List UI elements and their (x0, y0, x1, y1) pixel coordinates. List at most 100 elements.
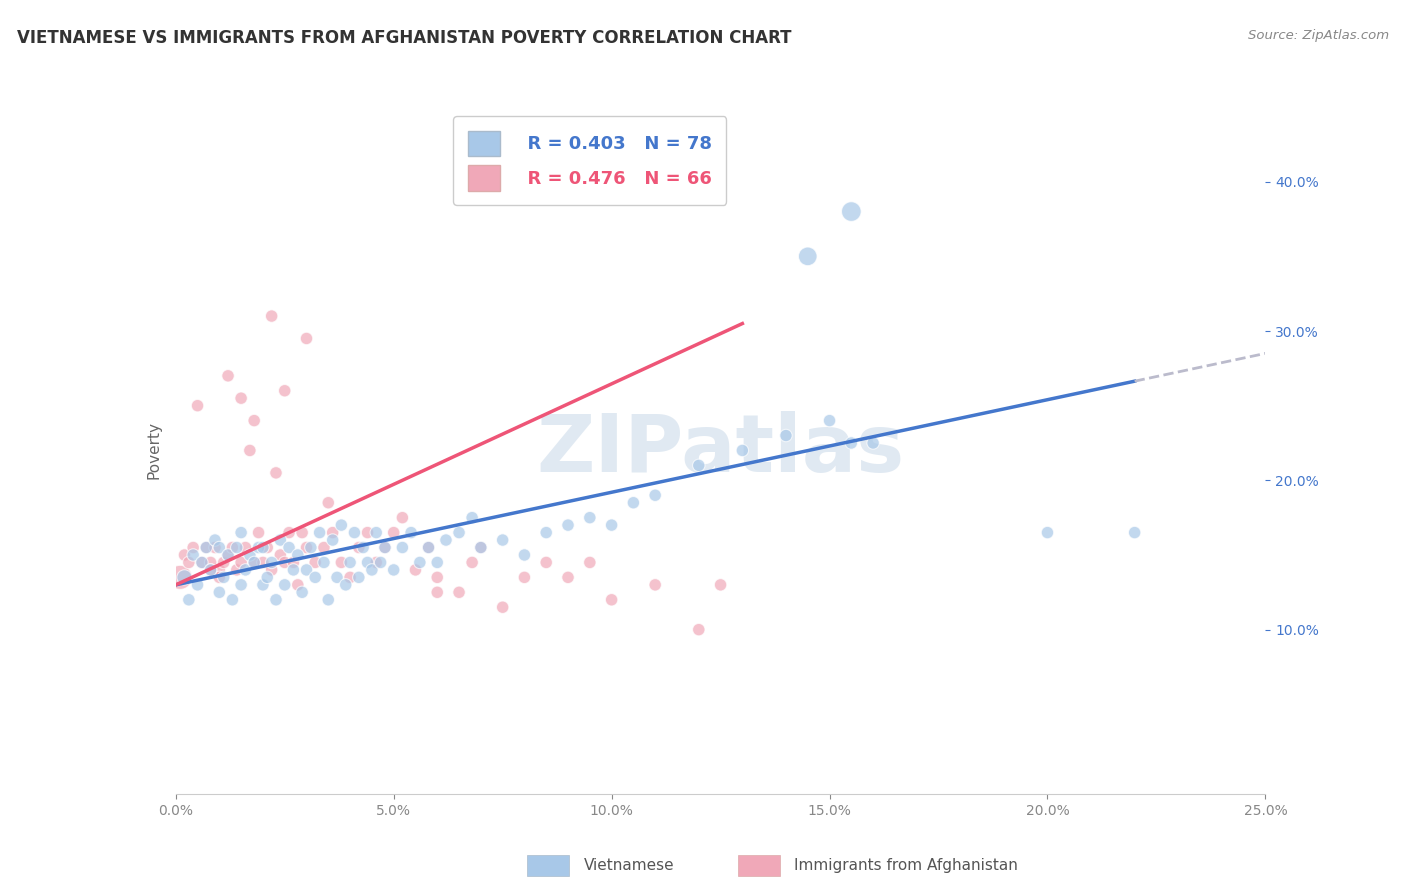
Point (269, 533, 291, 547)
Point (195, 541, 218, 555)
Point (239, 548, 262, 562)
Point (841, 436, 863, 450)
Point (600, 518, 623, 533)
Point (274, 556, 297, 570)
Point (710, 578, 733, 592)
Point (356, 556, 378, 570)
Point (186, 578, 209, 592)
Point (330, 556, 353, 570)
Point (447, 525, 470, 540)
Point (405, 563, 427, 577)
Point (208, 541, 231, 555)
Point (513, 570, 536, 584)
Point (513, 548, 536, 562)
Point (461, 556, 484, 570)
Point (200, 563, 222, 577)
Point (374, 541, 396, 555)
Point (217, 368, 239, 383)
Point (191, 556, 214, 570)
Point (204, 533, 226, 547)
Point (217, 548, 239, 562)
Point (243, 556, 266, 570)
Point (1123, 525, 1146, 540)
Point (291, 525, 314, 540)
Point (1036, 525, 1059, 540)
Point (235, 541, 257, 555)
Point (731, 443, 754, 458)
Point (274, 578, 297, 592)
Point (252, 556, 274, 570)
Point (374, 541, 396, 555)
Point (243, 414, 266, 428)
Point (347, 570, 370, 584)
Point (247, 525, 270, 540)
Point (370, 556, 392, 570)
Point (312, 541, 335, 555)
Point (600, 592, 623, 607)
Point (335, 578, 357, 592)
Point (208, 585, 231, 599)
Point (426, 570, 449, 584)
Point (579, 556, 602, 570)
Point (231, 525, 253, 540)
Point (177, 592, 200, 607)
Point (796, 249, 818, 263)
Point (269, 548, 291, 562)
Point (470, 541, 492, 555)
Point (318, 496, 340, 510)
Point (841, 204, 863, 219)
Point (181, 541, 204, 555)
Point (418, 541, 440, 555)
Point (426, 585, 449, 599)
Point (173, 570, 195, 584)
Point (339, 570, 361, 584)
Point (557, 518, 579, 533)
Point (418, 541, 440, 555)
Point (330, 518, 353, 533)
Point (644, 488, 666, 502)
Bar (527, 855, 569, 876)
Point (818, 414, 841, 428)
Y-axis label: Poverty: Poverty (146, 421, 162, 480)
Point (775, 428, 797, 442)
Point (409, 556, 432, 570)
Point (299, 541, 322, 555)
Point (283, 556, 305, 570)
Point (295, 563, 318, 577)
Point (492, 533, 515, 547)
Point (360, 563, 382, 577)
Point (492, 600, 515, 615)
Point (391, 510, 413, 524)
Point (186, 399, 209, 413)
Point (243, 556, 266, 570)
Point (260, 556, 283, 570)
Point (862, 436, 884, 450)
Point (169, 570, 191, 584)
Point (231, 578, 253, 592)
Point (382, 563, 405, 577)
Point (195, 541, 218, 555)
Point (177, 556, 200, 570)
Point (366, 525, 388, 540)
Point (191, 556, 214, 570)
Point (252, 578, 274, 592)
Point (352, 541, 374, 555)
Point (399, 525, 422, 540)
Point (217, 548, 239, 562)
Point (322, 525, 344, 540)
Point (208, 570, 231, 584)
Point (235, 563, 257, 577)
Text: ZIPatlas: ZIPatlas (537, 411, 904, 490)
Point (256, 541, 278, 555)
Point (239, 443, 262, 458)
Point (579, 510, 602, 524)
Point (274, 384, 297, 398)
Point (260, 309, 283, 323)
Point (278, 525, 301, 540)
Point (212, 570, 235, 584)
Point (231, 556, 253, 570)
Point (366, 556, 388, 570)
Text: Vietnamese: Vietnamese (583, 858, 673, 872)
Point (208, 563, 231, 577)
Point (200, 563, 222, 577)
